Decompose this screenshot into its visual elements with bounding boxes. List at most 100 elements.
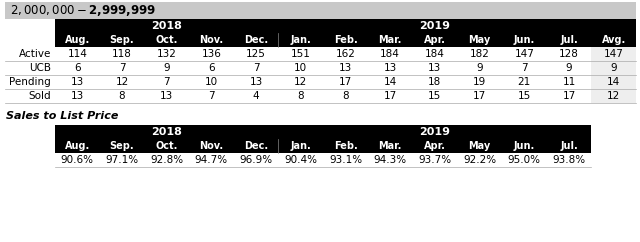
Text: Mar.: Mar. [378, 35, 402, 45]
Text: 4: 4 [253, 91, 259, 101]
Text: 7: 7 [119, 63, 125, 73]
Text: Aug.: Aug. [65, 141, 90, 151]
Text: Sales to List Price: Sales to List Price [6, 111, 118, 121]
Text: 19: 19 [473, 77, 486, 87]
Text: Sep.: Sep. [109, 35, 134, 45]
Text: 9: 9 [611, 63, 617, 73]
Text: Jul.: Jul. [560, 141, 578, 151]
Text: 93.8%: 93.8% [552, 155, 586, 165]
Text: May: May [468, 35, 491, 45]
Text: 14: 14 [607, 77, 620, 87]
Text: 2019: 2019 [419, 127, 451, 137]
Text: 6: 6 [74, 63, 81, 73]
Bar [55, 33, 636, 47]
Text: 90.6%: 90.6% [61, 155, 94, 165]
Text: Apr.: Apr. [424, 35, 446, 45]
Text: 8: 8 [342, 91, 349, 101]
Text: 13: 13 [339, 63, 352, 73]
Text: 114: 114 [67, 49, 87, 59]
Text: 92.2%: 92.2% [463, 155, 496, 165]
Text: Nov.: Nov. [200, 141, 223, 151]
Bar [591, 75, 636, 89]
Text: 15: 15 [518, 91, 531, 101]
Text: 8: 8 [119, 91, 125, 101]
Text: 97.1%: 97.1% [106, 155, 139, 165]
Text: 13: 13 [428, 63, 442, 73]
Text: 93.7%: 93.7% [419, 155, 451, 165]
Text: 128: 128 [559, 49, 579, 59]
Text: 147: 147 [604, 49, 623, 59]
Text: 7: 7 [208, 91, 215, 101]
Text: 7: 7 [253, 63, 259, 73]
Text: Jun.: Jun. [514, 141, 535, 151]
Bar [5, 2, 636, 19]
Text: 17: 17 [563, 91, 575, 101]
Text: 2018: 2018 [151, 21, 182, 31]
Bar [55, 125, 591, 139]
Text: 7: 7 [521, 63, 527, 73]
Text: 96.9%: 96.9% [239, 155, 273, 165]
Text: Dec.: Dec. [244, 35, 268, 45]
Text: 2018: 2018 [151, 127, 182, 137]
Bar [55, 139, 591, 153]
Text: 118: 118 [112, 49, 132, 59]
Text: 13: 13 [383, 63, 397, 73]
Text: 6: 6 [208, 63, 215, 73]
Text: 90.4%: 90.4% [284, 155, 317, 165]
Text: 13: 13 [71, 91, 84, 101]
Text: Active: Active [19, 49, 51, 59]
Text: 15: 15 [428, 91, 442, 101]
Text: 13: 13 [71, 77, 84, 87]
Text: Jan.: Jan. [291, 35, 311, 45]
Text: 184: 184 [425, 49, 445, 59]
Text: 93.1%: 93.1% [329, 155, 362, 165]
Bar [591, 47, 636, 61]
Text: Feb.: Feb. [333, 35, 357, 45]
Text: Feb.: Feb. [333, 141, 357, 151]
Text: Dec.: Dec. [244, 141, 268, 151]
Text: Jul.: Jul. [560, 35, 578, 45]
Text: 12: 12 [115, 77, 129, 87]
Text: Oct.: Oct. [156, 35, 178, 45]
Bar [55, 19, 636, 33]
Text: Avg.: Avg. [602, 35, 626, 45]
Text: Nov.: Nov. [200, 35, 223, 45]
Text: 14: 14 [383, 77, 397, 87]
Text: 17: 17 [473, 91, 486, 101]
Text: Jun.: Jun. [514, 35, 535, 45]
Text: 17: 17 [339, 77, 352, 87]
Text: $2,000,000 - $2,999,999: $2,000,000 - $2,999,999 [10, 3, 156, 18]
Text: 12: 12 [607, 91, 620, 101]
Text: 182: 182 [470, 49, 490, 59]
Text: 136: 136 [202, 49, 221, 59]
Text: 18: 18 [428, 77, 442, 87]
Text: UCB: UCB [29, 63, 51, 73]
Text: 17: 17 [383, 91, 397, 101]
Text: 9: 9 [566, 63, 572, 73]
Text: 94.7%: 94.7% [195, 155, 228, 165]
Text: 8: 8 [298, 91, 304, 101]
Text: 21: 21 [518, 77, 531, 87]
Bar [591, 61, 636, 75]
Text: Pending: Pending [9, 77, 51, 87]
Text: 125: 125 [246, 49, 266, 59]
Text: 151: 151 [291, 49, 311, 59]
Text: 13: 13 [250, 77, 263, 87]
Text: 94.3%: 94.3% [374, 155, 407, 165]
Text: 132: 132 [157, 49, 177, 59]
Text: 92.8%: 92.8% [150, 155, 183, 165]
Text: Oct.: Oct. [156, 141, 178, 151]
Text: 11: 11 [563, 77, 575, 87]
Text: 10: 10 [205, 77, 218, 87]
Text: 162: 162 [335, 49, 355, 59]
Text: May: May [468, 141, 491, 151]
Text: Apr.: Apr. [424, 141, 446, 151]
Text: Aug.: Aug. [65, 35, 90, 45]
Text: 147: 147 [515, 49, 534, 59]
Text: Mar.: Mar. [378, 141, 402, 151]
Text: 95.0%: 95.0% [508, 155, 541, 165]
Text: 10: 10 [294, 63, 307, 73]
Text: Sold: Sold [28, 91, 51, 101]
Text: 2019: 2019 [419, 21, 451, 31]
Text: 9: 9 [476, 63, 483, 73]
